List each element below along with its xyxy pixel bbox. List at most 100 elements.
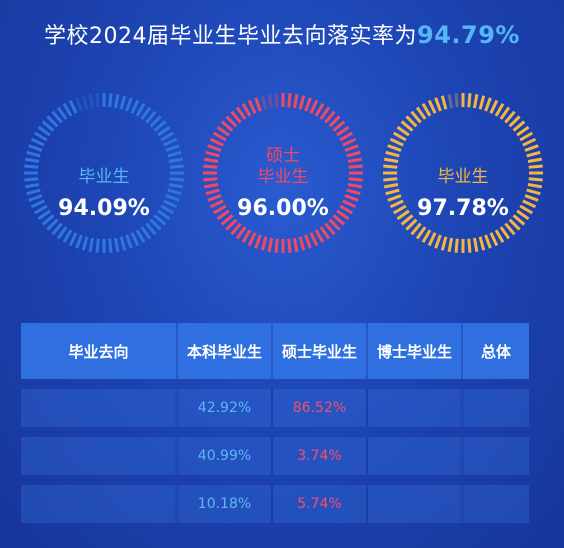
gauge-value: 94.09% xyxy=(58,196,150,221)
gauge-segment xyxy=(56,226,68,240)
gauge-segment xyxy=(145,222,157,236)
gauge-segment xyxy=(314,229,325,244)
header-doctor: 博士毕业生 xyxy=(368,323,463,379)
title-text: 学校2024届毕业生毕业去向落实率为 xyxy=(44,24,418,49)
gauge-value: 96.00% xyxy=(237,196,329,221)
gauge-segment xyxy=(28,194,43,202)
gauge-segment xyxy=(347,157,363,164)
gauge-doctor: 毕业生 97.78% xyxy=(380,90,546,256)
gauge-segment xyxy=(348,177,363,182)
gauge-segment xyxy=(526,150,541,158)
gauge-segment xyxy=(484,234,492,249)
gauge-segment xyxy=(125,234,133,249)
gauge-segment xyxy=(267,93,274,109)
gauge-segment xyxy=(216,125,230,137)
gauge-master: 硕士 毕业生 96.00% xyxy=(200,90,366,256)
gauge-segment xyxy=(499,226,511,240)
gauge-segment xyxy=(33,131,48,142)
gauge-segment xyxy=(385,150,400,158)
gauge-segment xyxy=(75,97,83,112)
gauge-segment xyxy=(24,177,39,182)
gauge-segment xyxy=(440,95,448,110)
gauge-segment xyxy=(347,182,363,189)
gauge-segment xyxy=(169,177,184,182)
gauge-segment xyxy=(51,110,63,124)
gauge-segment xyxy=(203,157,219,164)
header-master: 硕士毕业生 xyxy=(273,323,368,379)
gauge-segment xyxy=(108,93,113,108)
gauge-segment xyxy=(135,229,146,244)
gauge-segment xyxy=(140,226,152,240)
gauge-segment xyxy=(225,218,238,231)
gauge-segment xyxy=(494,102,505,117)
gauge-segment xyxy=(203,164,218,169)
gauge-segment xyxy=(167,188,182,196)
gauge-segment xyxy=(499,106,511,120)
gauge-segment xyxy=(168,182,184,189)
gauge-segment xyxy=(494,229,505,244)
gauge-segment xyxy=(348,164,363,169)
gauge-segment xyxy=(309,232,319,247)
gauge-segment xyxy=(216,209,230,221)
gauge-segment xyxy=(528,177,543,182)
table-row: 10.18% 5.74% xyxy=(21,485,529,523)
header-undergraduate: 本科毕业生 xyxy=(178,323,273,379)
gauge-segment xyxy=(421,229,432,244)
gauge-segment xyxy=(383,164,398,169)
gauge-segment xyxy=(28,144,43,152)
gauge-segment xyxy=(516,125,530,137)
gauge-segment xyxy=(392,204,407,215)
gauge-segment xyxy=(489,99,499,114)
gauge-segment xyxy=(434,97,442,112)
gauge-segment xyxy=(447,93,454,109)
gauge-segment xyxy=(163,137,178,147)
gauge-segment xyxy=(522,137,537,147)
gauge-segment xyxy=(298,95,306,110)
gauge-segment xyxy=(454,238,459,253)
gauge-label-line2: 毕业生 xyxy=(437,167,489,187)
gauge-value: 97.78% xyxy=(417,196,509,221)
gauge-segment xyxy=(169,164,184,169)
gauge-segment xyxy=(230,222,242,236)
gauge-segment xyxy=(205,150,220,158)
gauge-segment xyxy=(344,144,359,152)
gauge-segment xyxy=(95,238,100,253)
gauge-segment xyxy=(62,229,73,244)
cell-overall xyxy=(463,389,529,427)
cell-master: 5.74% xyxy=(273,485,368,523)
gauge-segment xyxy=(346,188,361,196)
gauge-segment xyxy=(203,177,218,182)
gauge-segment xyxy=(119,95,127,110)
cell-doctor xyxy=(368,437,463,475)
gauge-segment xyxy=(328,115,341,128)
gauge-segment xyxy=(157,125,171,137)
gauge-segment xyxy=(163,199,178,209)
gauge-segment xyxy=(46,115,59,128)
gauge-segment xyxy=(30,137,45,147)
gauge-segment xyxy=(26,150,41,158)
gauge-segment xyxy=(383,182,399,189)
gauge-ring xyxy=(383,93,543,253)
gauge-segment xyxy=(526,188,541,196)
gauge-segment xyxy=(167,150,182,158)
gauge-segment xyxy=(344,194,359,202)
gauge-segment xyxy=(81,236,89,251)
gauge-ring xyxy=(203,93,363,253)
gauge-segment xyxy=(415,106,427,120)
gauge-segment xyxy=(319,106,331,120)
gauge-segment xyxy=(405,218,418,231)
gauge-segment xyxy=(125,97,133,112)
gauge-segment xyxy=(260,236,268,251)
gauge-segment xyxy=(324,110,336,124)
gauge-segment xyxy=(292,237,299,253)
table-row: 42.92% 86.52% xyxy=(21,389,529,427)
gauge-segment xyxy=(504,222,516,236)
gauge-segment xyxy=(415,226,427,240)
gauge-segment xyxy=(241,229,252,244)
gauge-segment xyxy=(287,93,292,108)
cell-overall xyxy=(463,437,529,475)
gauge-segment xyxy=(512,214,526,226)
gauge-segment xyxy=(41,120,55,132)
gauge-segment xyxy=(478,95,486,110)
gauge-segment xyxy=(336,125,350,137)
